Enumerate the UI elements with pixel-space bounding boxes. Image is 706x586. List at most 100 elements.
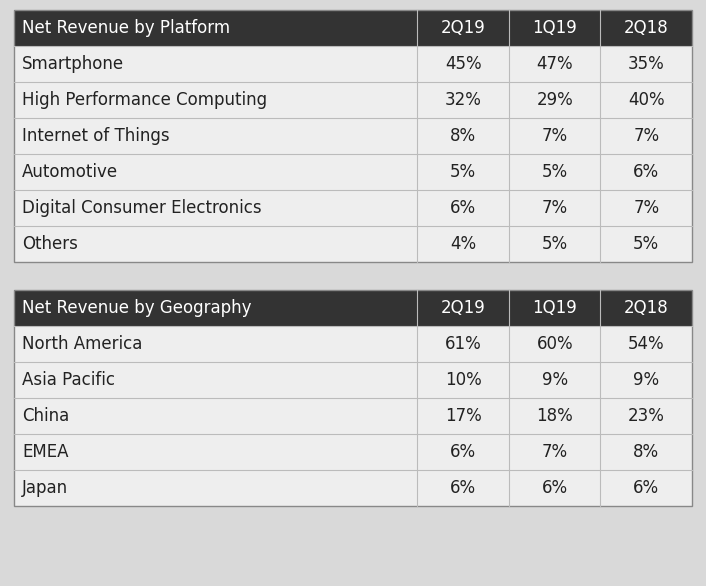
Bar	[417, 154, 509, 190]
Text: 6%: 6%	[450, 199, 477, 217]
Bar	[14, 10, 692, 262]
Text: 45%: 45%	[445, 55, 481, 73]
Bar	[14, 46, 417, 82]
Text: Others: Others	[22, 235, 78, 253]
Text: 5%: 5%	[542, 163, 568, 181]
Text: 7%: 7%	[633, 127, 659, 145]
Text: Automotive: Automotive	[22, 163, 118, 181]
Bar	[601, 362, 692, 398]
Bar	[601, 434, 692, 470]
Bar	[509, 362, 601, 398]
Bar	[509, 290, 601, 326]
Text: 6%: 6%	[450, 479, 477, 497]
Bar	[14, 10, 417, 46]
Text: 6%: 6%	[450, 443, 477, 461]
Bar	[417, 398, 509, 434]
Text: 1Q19: 1Q19	[532, 19, 577, 37]
Bar	[14, 398, 417, 434]
Text: Net Revenue by Platform: Net Revenue by Platform	[22, 19, 230, 37]
Text: 1Q19: 1Q19	[532, 299, 577, 317]
Text: 2Q18: 2Q18	[624, 19, 669, 37]
Bar	[601, 290, 692, 326]
Bar	[509, 470, 601, 506]
Text: 5%: 5%	[633, 235, 659, 253]
Bar	[14, 434, 417, 470]
Text: 47%: 47%	[537, 55, 573, 73]
Bar	[417, 326, 509, 362]
Text: 4%: 4%	[450, 235, 477, 253]
Bar	[509, 154, 601, 190]
Text: Internet of Things: Internet of Things	[22, 127, 169, 145]
Text: 6%: 6%	[633, 163, 659, 181]
Bar	[14, 290, 417, 326]
Text: EMEA: EMEA	[22, 443, 68, 461]
Text: 2Q19: 2Q19	[441, 19, 486, 37]
Text: 7%: 7%	[542, 199, 568, 217]
Bar	[417, 362, 509, 398]
Bar	[417, 290, 509, 326]
Bar	[509, 46, 601, 82]
Text: 9%: 9%	[633, 371, 659, 389]
Bar	[601, 470, 692, 506]
Bar	[601, 398, 692, 434]
Text: 17%: 17%	[445, 407, 481, 425]
Text: 2Q19: 2Q19	[441, 299, 486, 317]
Text: Asia Pacific: Asia Pacific	[22, 371, 115, 389]
Text: Smartphone: Smartphone	[22, 55, 124, 73]
Text: 61%: 61%	[445, 335, 481, 353]
Text: High Performance Computing: High Performance Computing	[22, 91, 267, 109]
Bar	[14, 326, 417, 362]
Bar	[601, 82, 692, 118]
Bar	[509, 190, 601, 226]
Bar	[509, 10, 601, 46]
Text: 10%: 10%	[445, 371, 481, 389]
Bar	[14, 118, 417, 154]
Text: China: China	[22, 407, 69, 425]
Text: 23%: 23%	[628, 407, 664, 425]
Bar	[417, 46, 509, 82]
Bar	[509, 434, 601, 470]
Bar	[601, 46, 692, 82]
Text: 7%: 7%	[542, 127, 568, 145]
Bar	[417, 226, 509, 262]
Text: 8%: 8%	[633, 443, 659, 461]
Bar	[14, 290, 692, 506]
Bar	[417, 10, 509, 46]
Text: 29%: 29%	[537, 91, 573, 109]
Text: 54%: 54%	[628, 335, 664, 353]
Text: 8%: 8%	[450, 127, 477, 145]
Bar	[417, 470, 509, 506]
Text: 35%: 35%	[628, 55, 664, 73]
Bar	[417, 118, 509, 154]
Bar	[601, 326, 692, 362]
Bar	[509, 398, 601, 434]
Text: 40%: 40%	[628, 91, 664, 109]
Bar	[601, 154, 692, 190]
Bar	[509, 118, 601, 154]
Text: 9%: 9%	[542, 371, 568, 389]
Text: Net Revenue by Geography: Net Revenue by Geography	[22, 299, 251, 317]
Text: 32%: 32%	[445, 91, 481, 109]
Text: Digital Consumer Electronics: Digital Consumer Electronics	[22, 199, 262, 217]
Text: 5%: 5%	[450, 163, 477, 181]
Text: 6%: 6%	[633, 479, 659, 497]
Bar	[14, 190, 417, 226]
Bar	[417, 82, 509, 118]
Bar	[601, 118, 692, 154]
Text: 6%: 6%	[542, 479, 568, 497]
Bar	[509, 226, 601, 262]
Bar	[417, 434, 509, 470]
Bar	[601, 226, 692, 262]
Bar	[14, 154, 417, 190]
Bar	[417, 190, 509, 226]
Bar	[14, 226, 417, 262]
Text: 7%: 7%	[633, 199, 659, 217]
Text: 7%: 7%	[542, 443, 568, 461]
Bar	[14, 362, 417, 398]
Text: 60%: 60%	[537, 335, 573, 353]
Text: North America: North America	[22, 335, 143, 353]
Bar	[14, 470, 417, 506]
Bar	[601, 10, 692, 46]
Bar	[509, 82, 601, 118]
Bar	[509, 326, 601, 362]
